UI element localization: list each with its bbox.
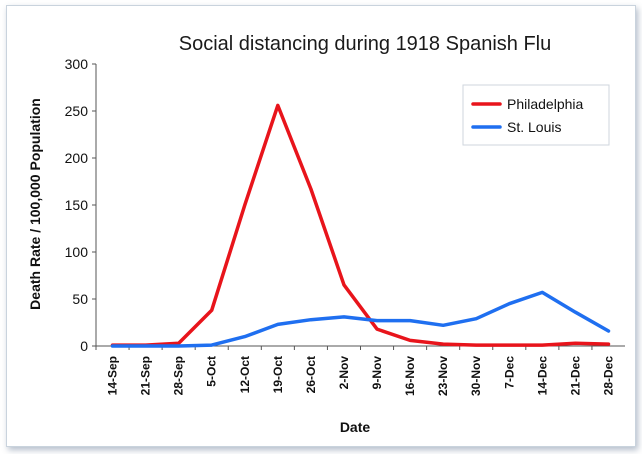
x-tick-label: 30-Nov <box>469 356 483 396</box>
y-axis-ticks: 0 50 100 150 200 250 300 <box>65 56 96 354</box>
x-tick-label: 12-Oct <box>238 356 252 393</box>
x-tick-label: 21-Sep <box>139 356 153 395</box>
y-axis-label: Death Rate / 100,000 Population <box>27 98 43 310</box>
series-line-philadelphia <box>110 103 611 347</box>
legend-label: St. Louis <box>507 119 561 135</box>
x-tick-label: 28-Sep <box>172 356 186 395</box>
y-tick-label: 250 <box>65 103 89 119</box>
x-tick-label: 5-Oct <box>205 356 219 387</box>
x-axis-label: Date <box>340 419 371 435</box>
legend-box <box>462 84 610 146</box>
y-tick-label: 200 <box>65 150 89 166</box>
x-tick-label: 14-Dec <box>535 356 549 396</box>
y-tick-label: 150 <box>65 197 89 213</box>
x-tick-label: 2-Nov <box>337 356 351 390</box>
series-layer <box>110 103 611 348</box>
x-tick-label: 28-Dec <box>601 356 615 396</box>
x-axis-ticks: 14-Sep 21-Sep 28-Sep 5-Oct 12-Oct 19-Oct 26-Oc… <box>95 346 615 396</box>
legend-label: Philadelphia <box>507 96 583 112</box>
x-tick-label: 23-Nov <box>436 356 450 396</box>
x-tick-label: 19-Oct <box>271 356 285 393</box>
legend: Philadelphia St. Louis <box>462 84 610 146</box>
x-tick-label: 21-Dec <box>568 356 582 396</box>
y-tick-label: 100 <box>65 244 89 260</box>
chart-frame <box>6 5 636 447</box>
y-tick-label: 300 <box>65 56 89 72</box>
x-tick-label: 7-Dec <box>502 356 516 389</box>
x-tick-label: 26-Oct <box>304 356 318 393</box>
y-tick-label: 50 <box>72 291 88 307</box>
series-line-st-louis <box>110 290 611 348</box>
x-tick-label: 16-Nov <box>403 356 417 396</box>
chart-title: Social distancing during 1918 Spanish Fl… <box>179 33 551 55</box>
x-tick-label: 14-Sep <box>106 356 120 395</box>
x-tick-label: 9-Nov <box>370 356 384 390</box>
y-tick-label: 0 <box>80 338 88 354</box>
